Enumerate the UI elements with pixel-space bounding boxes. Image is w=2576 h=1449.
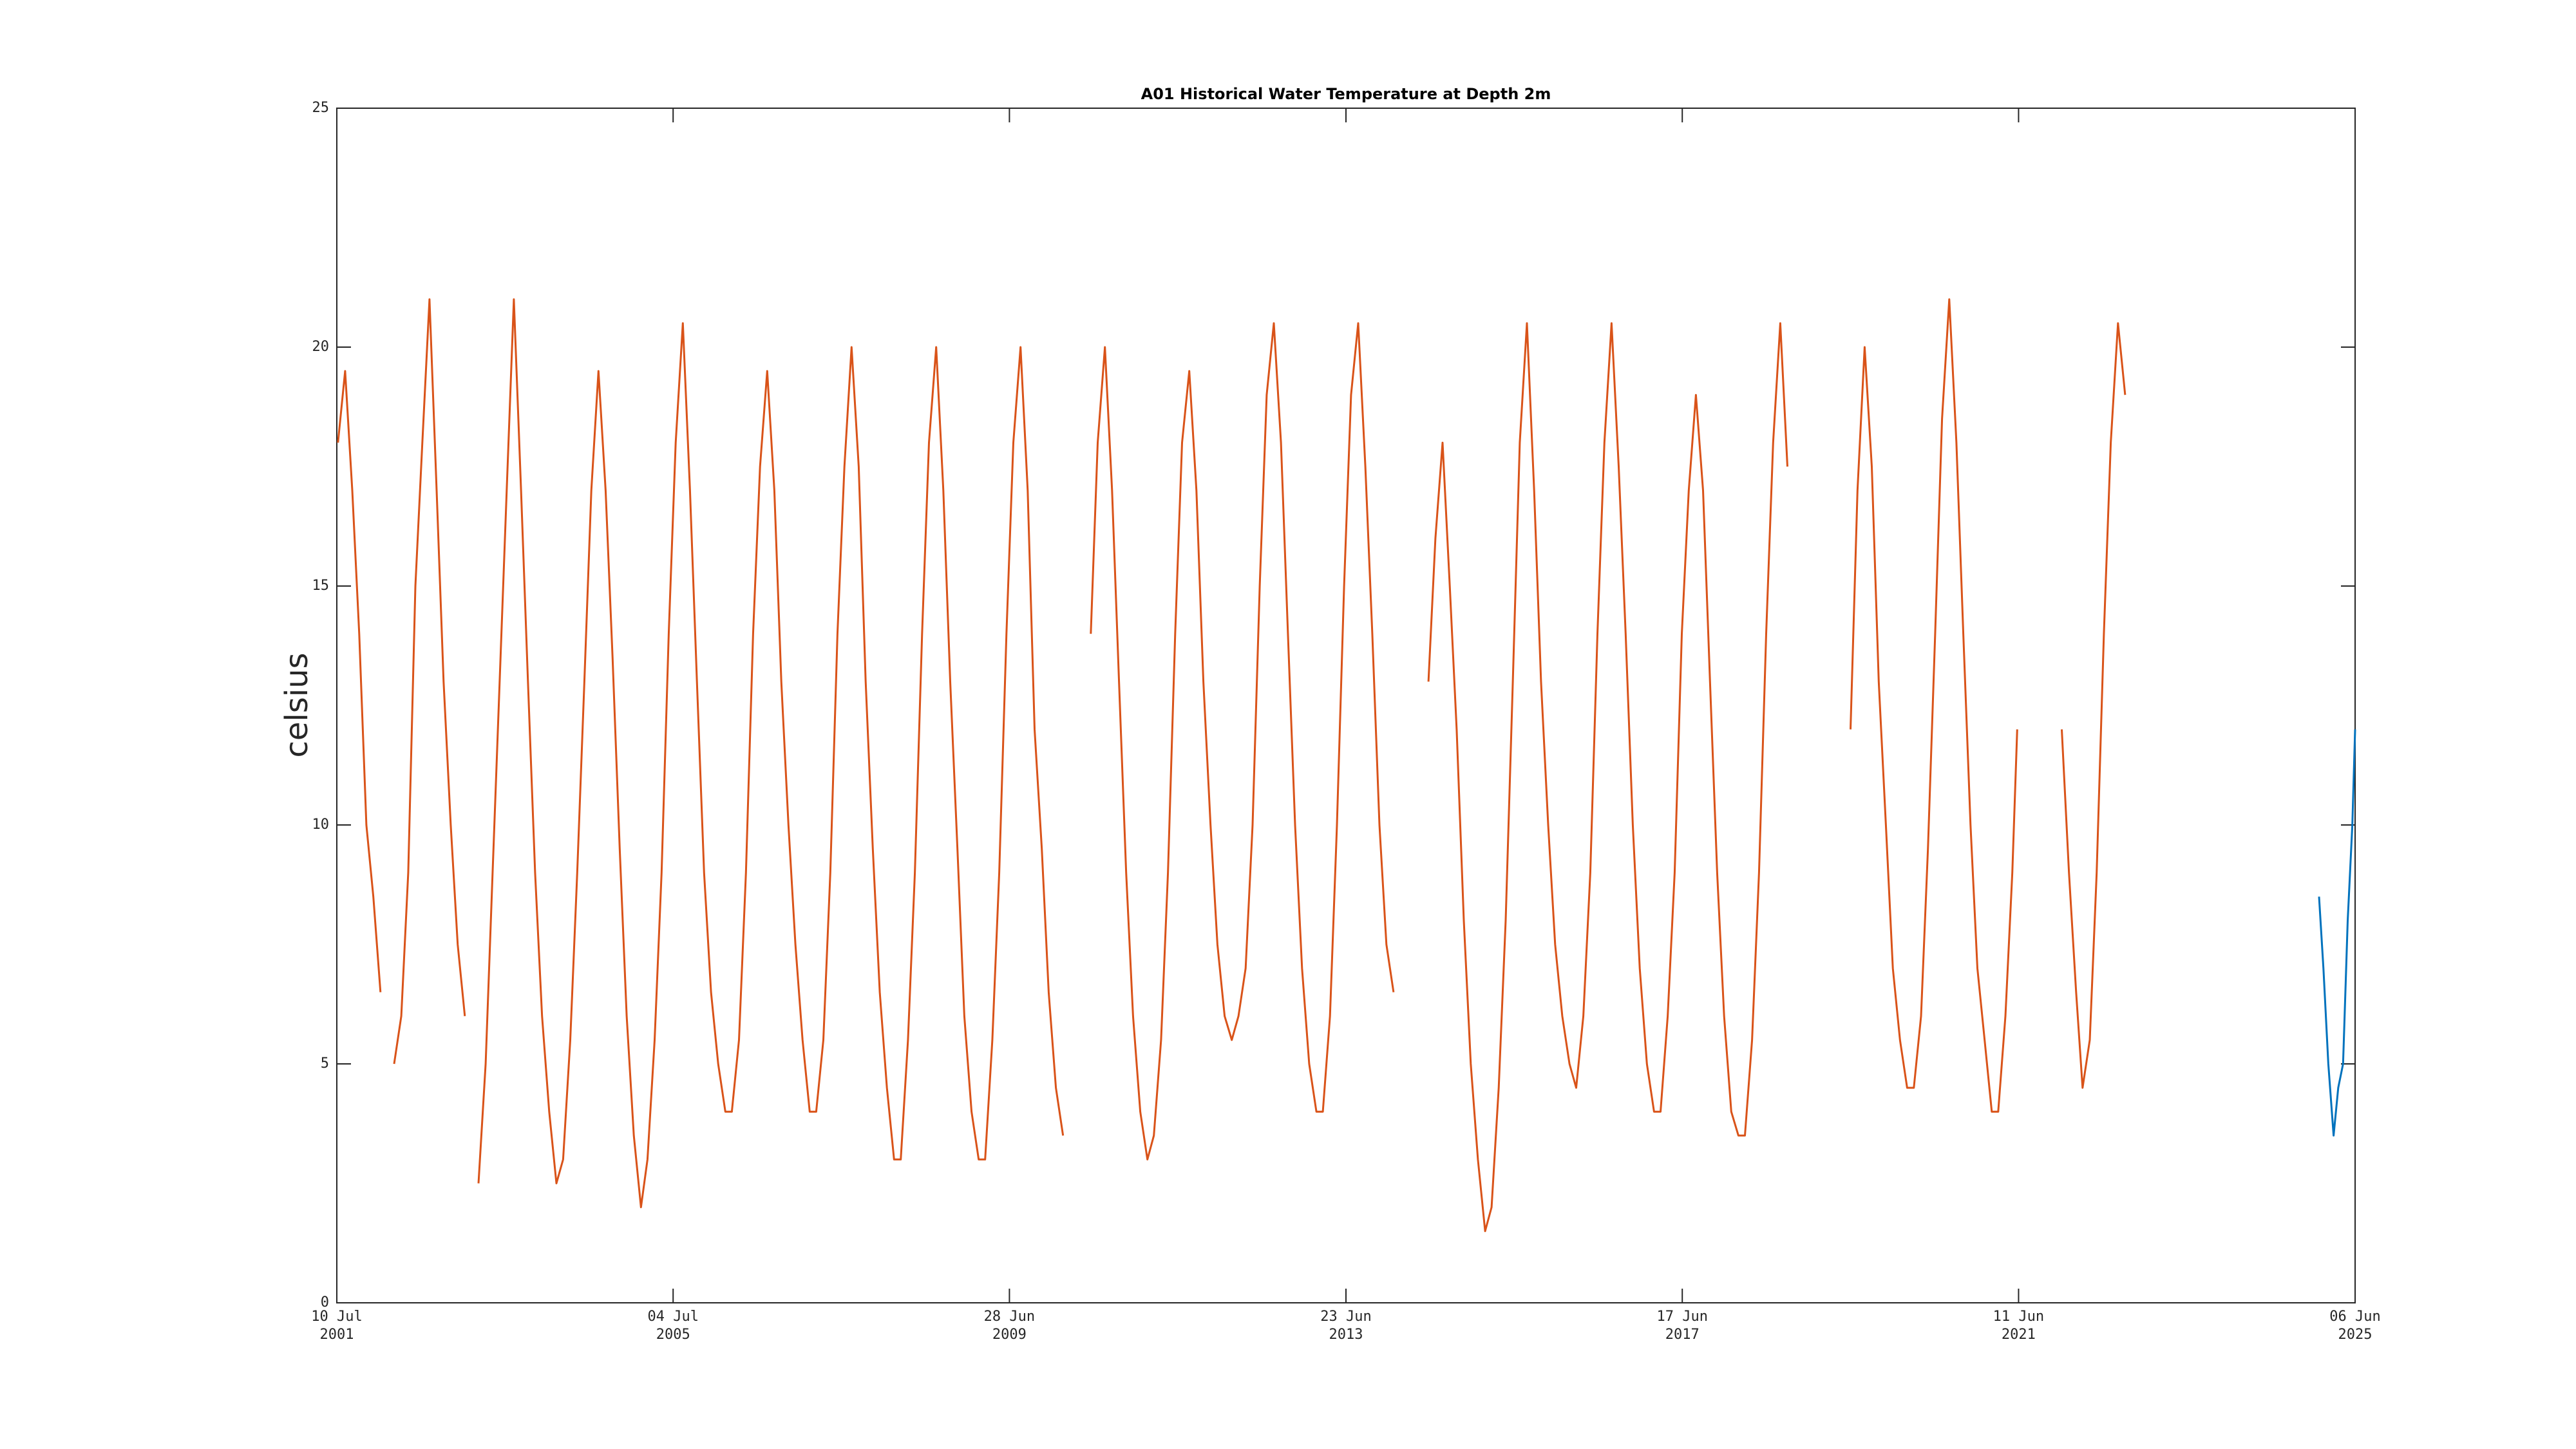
y-tick-label: 25 — [312, 100, 330, 116]
y-tick-label: 15 — [312, 578, 330, 594]
x-tick-label: 04 Jul — [647, 1309, 698, 1325]
x-tick-label: 2001 — [320, 1327, 354, 1343]
y-tick-label: 0 — [321, 1294, 329, 1311]
y-tick-label: 5 — [321, 1056, 329, 1072]
x-tick-label: 11 Jun — [1993, 1309, 2044, 1325]
x-tick-label: 28 Jun — [984, 1309, 1035, 1325]
x-tick-label: 10 Jul — [311, 1309, 362, 1325]
axes-box — [336, 108, 2356, 1303]
x-tick-label: 2017 — [1665, 1327, 1700, 1343]
x-tick-label: 2013 — [1329, 1327, 1363, 1343]
x-tick-label: 23 Jun — [1320, 1309, 1371, 1325]
y-tick-label: 20 — [312, 339, 330, 355]
y-axis-label: celsius — [279, 652, 315, 757]
data-line — [2318, 729, 2356, 1137]
x-tick-label: 2009 — [992, 1327, 1027, 1343]
x-tick-label: 2021 — [2002, 1327, 2036, 1343]
x-tick-label: 2025 — [2338, 1327, 2372, 1343]
x-tick-label: 17 Jun — [1656, 1309, 1707, 1325]
x-tick-label: 2005 — [656, 1327, 690, 1343]
x-tick-label: 06 Jun — [2329, 1309, 2380, 1325]
chart-title: A01 Historical Water Temperature at Dept… — [1141, 85, 1551, 103]
data-line — [337, 298, 2126, 1233]
y-tick-label: 10 — [312, 817, 330, 833]
